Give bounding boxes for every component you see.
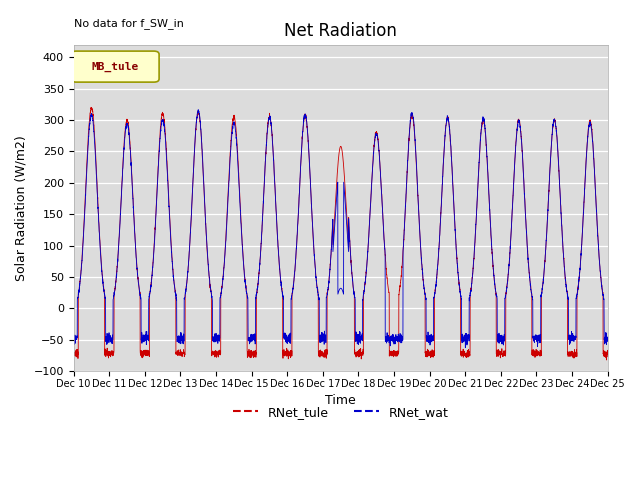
Legend: RNet_tule, RNet_wat: RNet_tule, RNet_wat <box>228 401 454 424</box>
Title: Net Radiation: Net Radiation <box>284 22 397 40</box>
RNet_wat <box>195 107 202 113</box>
Y-axis label: Solar Radiation (W/m2): Solar Radiation (W/m2) <box>15 135 28 281</box>
RNet_tule <box>604 349 611 355</box>
X-axis label: Time: Time <box>325 394 356 408</box>
Text: MB_tule: MB_tule <box>91 61 138 72</box>
RNet_tule <box>166 215 173 221</box>
Text: No data for f_SW_in: No data for f_SW_in <box>74 18 184 29</box>
RNet_wat <box>491 281 499 287</box>
RNet_wat <box>460 336 468 342</box>
RNet_tule <box>603 357 611 363</box>
FancyBboxPatch shape <box>71 51 159 82</box>
RNet_wat <box>70 336 77 342</box>
RNet_wat <box>166 215 173 221</box>
RNet_tule <box>460 351 468 357</box>
RNet_tule <box>70 351 77 357</box>
Line: RNet_wat: RNet_wat <box>74 110 608 348</box>
RNet_wat <box>431 289 438 295</box>
RNet_wat <box>461 345 469 350</box>
RNet_wat <box>321 335 328 340</box>
RNet_wat <box>604 334 611 340</box>
RNet_tule <box>491 278 499 284</box>
RNet_tule <box>431 289 438 295</box>
RNet_tule <box>604 351 612 357</box>
RNet_tule <box>87 105 95 110</box>
RNet_tule <box>321 350 328 356</box>
Line: RNet_tule: RNet_tule <box>74 108 608 360</box>
RNet_wat <box>604 336 612 342</box>
